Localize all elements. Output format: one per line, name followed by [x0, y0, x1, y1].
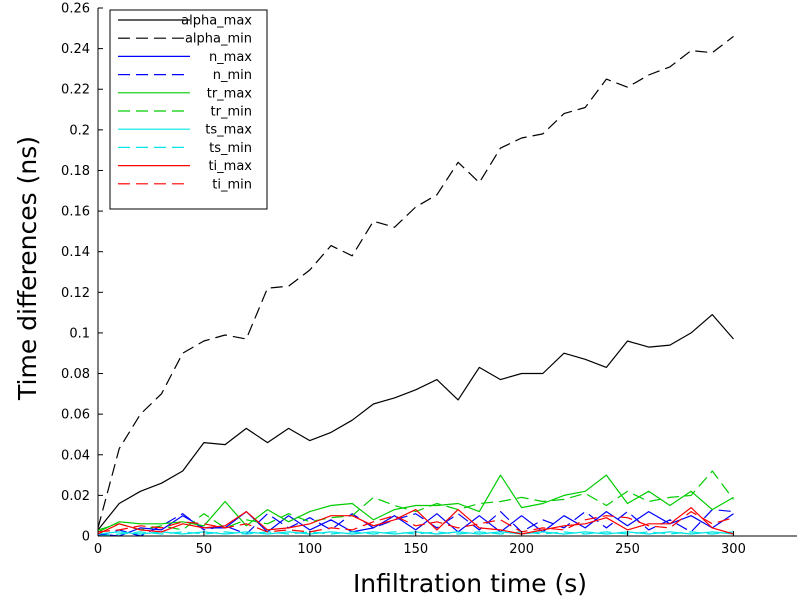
- x-axis-title: Infiltration time (s): [353, 569, 587, 598]
- legend-label-ts_max: ts_max: [205, 123, 252, 138]
- axes-layer: [97, 8, 797, 537]
- y-tick-label: 0.26: [61, 2, 90, 17]
- y-tick-label: 0.22: [61, 83, 90, 98]
- y-tick-label: 0.06: [61, 408, 90, 423]
- y-tick-label: 0.24: [61, 42, 90, 57]
- x-tick-label: 250: [615, 542, 640, 557]
- legend: alpha_max alpha_min n_max n_min tr_max tr_min…: [109, 9, 268, 210]
- series-line-alpha_min: [97, 35, 734, 529]
- legend-label-tr_max: tr_max: [207, 86, 253, 101]
- series-line-n_min: [97, 509, 734, 537]
- y-tick-label: 0.2: [69, 123, 90, 138]
- series-line-tr_min: [97, 470, 734, 531]
- x-tick-label: 300: [721, 542, 746, 557]
- x-tick-label: 150: [403, 542, 428, 557]
- y-tick-label: 0.14: [61, 245, 90, 260]
- legend-label-n_min: n_min: [213, 68, 252, 83]
- ticks-layer: 0 50 100 150 200 250 300 0 0.02 0.04 0.06 0.08 0.1 0.…: [61, 2, 746, 558]
- legend-label-tr_min: tr_min: [211, 105, 252, 120]
- series-layer: [97, 35, 734, 537]
- legend-label-alpha_max: alpha_max: [181, 14, 252, 29]
- legend-box: [109, 9, 268, 210]
- series-line-tr_max: [97, 474, 734, 533]
- x-tick-label: 100: [297, 542, 322, 557]
- legend-label-n_max: n_max: [209, 50, 252, 65]
- series-line-ti_min: [97, 511, 734, 533]
- legend-label-ti_min: ti_min: [212, 177, 252, 192]
- y-tick-label: 0.02: [61, 489, 90, 504]
- y-tick-label: 0.18: [61, 164, 90, 179]
- y-tick-label: 0.16: [61, 205, 90, 220]
- x-tick-label: 200: [509, 542, 534, 557]
- legend-label-ts_min: ts_min: [209, 141, 252, 156]
- series-line-ti_max: [97, 507, 734, 535]
- legend-label-alpha_min: alpha_min: [185, 32, 252, 47]
- y-tick-label: 0.04: [61, 448, 90, 463]
- y-tick-label: 0.12: [61, 286, 90, 301]
- series-line-alpha_max: [97, 314, 734, 531]
- y-tick-label: 0.08: [61, 367, 90, 382]
- y-tick-label: 0: [82, 530, 90, 545]
- x-tick-label: 0: [94, 542, 102, 557]
- legend-label-ti_max: ti_max: [208, 159, 252, 174]
- y-axis-title: Time differences (ns): [13, 136, 42, 401]
- y-tick-label: 0.1: [69, 326, 90, 341]
- x-tick-label: 50: [196, 542, 213, 557]
